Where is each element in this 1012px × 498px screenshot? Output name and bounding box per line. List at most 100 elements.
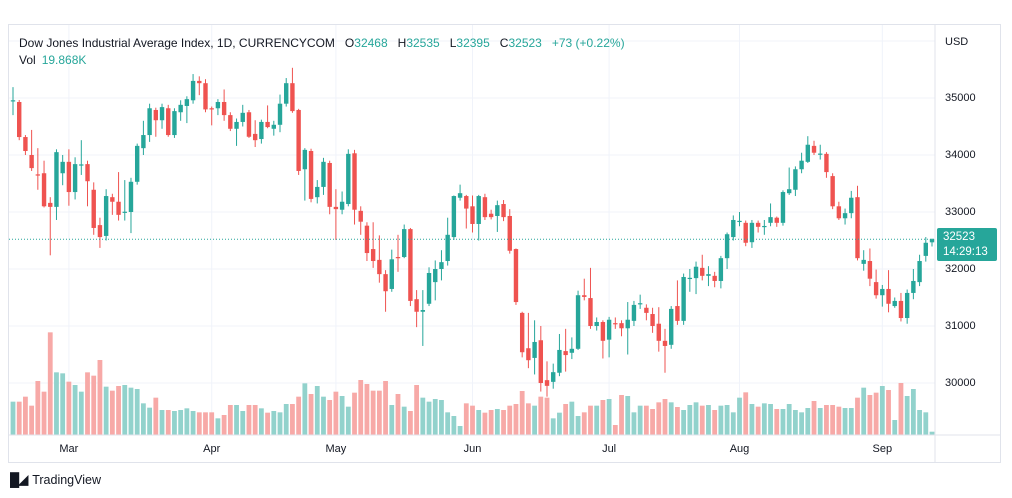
candle[interactable]	[818, 144, 823, 160]
candle[interactable]	[23, 135, 28, 155]
candle[interactable]	[122, 180, 127, 221]
candle[interactable]	[662, 328, 668, 373]
candle[interactable]	[333, 189, 339, 240]
candle[interactable]	[302, 148, 308, 201]
candle[interactable]	[265, 105, 270, 129]
candle[interactable]	[855, 185, 860, 261]
candle[interactable]	[774, 216, 779, 227]
candle[interactable]	[389, 249, 394, 292]
candle[interactable]	[128, 177, 134, 234]
candle[interactable]	[60, 155, 65, 186]
candle[interactable]	[861, 250, 866, 271]
candle[interactable]	[687, 269, 693, 292]
candle[interactable]	[488, 209, 494, 220]
candle[interactable]	[650, 307, 655, 333]
candle[interactable]	[327, 160, 332, 215]
candle[interactable]	[755, 220, 761, 233]
candle[interactable]	[79, 140, 84, 175]
candle[interactable]	[221, 89, 227, 121]
candle[interactable]	[582, 278, 587, 301]
candle[interactable]	[470, 195, 475, 233]
candle[interactable]	[35, 148, 41, 190]
candle[interactable]	[824, 152, 829, 178]
candle[interactable]	[408, 227, 413, 307]
candle[interactable]	[166, 104, 171, 137]
candle[interactable]	[917, 254, 922, 287]
candle[interactable]	[712, 271, 717, 288]
candle[interactable]	[557, 333, 562, 377]
candle[interactable]	[141, 120, 146, 155]
candle[interactable]	[743, 220, 748, 247]
candle[interactable]	[873, 269, 879, 299]
candle[interactable]	[588, 267, 593, 329]
candle[interactable]	[594, 317, 599, 331]
candle[interactable]	[414, 290, 419, 328]
candle[interactable]	[308, 148, 314, 203]
tradingview-brand[interactable]: █◢ TradingView	[10, 472, 101, 488]
candle[interactable]	[203, 79, 208, 113]
candle[interactable]	[619, 320, 624, 337]
candle[interactable]	[17, 99, 22, 141]
candle[interactable]	[91, 182, 96, 235]
candle[interactable]	[911, 269, 916, 300]
candle[interactable]	[364, 222, 370, 262]
candle[interactable]	[103, 189, 109, 241]
candle[interactable]	[433, 260, 438, 301]
candle[interactable]	[259, 119, 264, 144]
candle[interactable]	[867, 248, 873, 287]
candle[interactable]	[358, 206, 363, 235]
candle[interactable]	[277, 94, 283, 133]
candle[interactable]	[538, 326, 544, 392]
candle[interactable]	[116, 172, 121, 221]
candle[interactable]	[737, 212, 742, 227]
candle[interactable]	[563, 328, 568, 372]
candle[interactable]	[575, 290, 581, 350]
candle[interactable]	[606, 316, 612, 358]
candle[interactable]	[625, 302, 630, 355]
candle[interactable]	[799, 152, 804, 174]
candle[interactable]	[780, 190, 786, 226]
candle[interactable]	[383, 270, 388, 312]
candle[interactable]	[700, 254, 705, 281]
candle[interactable]	[675, 280, 680, 325]
candle[interactable]	[401, 224, 407, 259]
candle[interactable]	[296, 108, 301, 175]
candle[interactable]	[451, 195, 457, 240]
candle[interactable]	[762, 219, 767, 235]
candle[interactable]	[482, 193, 488, 220]
candle[interactable]	[904, 289, 910, 324]
candle[interactable]	[178, 100, 183, 121]
candle[interactable]	[532, 320, 537, 375]
candle[interactable]	[377, 235, 382, 283]
candle[interactable]	[97, 217, 103, 248]
candle[interactable]	[184, 96, 190, 124]
candle[interactable]	[842, 208, 848, 225]
candle[interactable]	[892, 297, 897, 308]
candle[interactable]	[234, 118, 239, 146]
candle[interactable]	[284, 78, 289, 107]
candle[interactable]	[29, 129, 34, 171]
candle[interactable]	[693, 261, 699, 295]
candle[interactable]	[153, 107, 159, 137]
candle[interactable]	[134, 143, 140, 185]
candle[interactable]	[215, 99, 221, 116]
candle[interactable]	[613, 317, 618, 329]
candle[interactable]	[246, 109, 252, 138]
candle[interactable]	[457, 184, 463, 201]
candle[interactable]	[681, 273, 686, 325]
candle[interactable]	[315, 180, 320, 204]
candle[interactable]	[836, 201, 842, 220]
candle[interactable]	[495, 200, 500, 232]
candle[interactable]	[352, 149, 357, 225]
candle[interactable]	[507, 209, 512, 254]
candle[interactable]	[159, 103, 165, 129]
candle[interactable]	[569, 337, 575, 360]
candle[interactable]	[519, 311, 525, 358]
candle[interactable]	[669, 306, 674, 349]
candle[interactable]	[240, 104, 245, 127]
candle[interactable]	[706, 266, 711, 287]
candle[interactable]	[48, 197, 53, 256]
candle[interactable]	[85, 160, 90, 207]
candle[interactable]	[731, 215, 736, 241]
